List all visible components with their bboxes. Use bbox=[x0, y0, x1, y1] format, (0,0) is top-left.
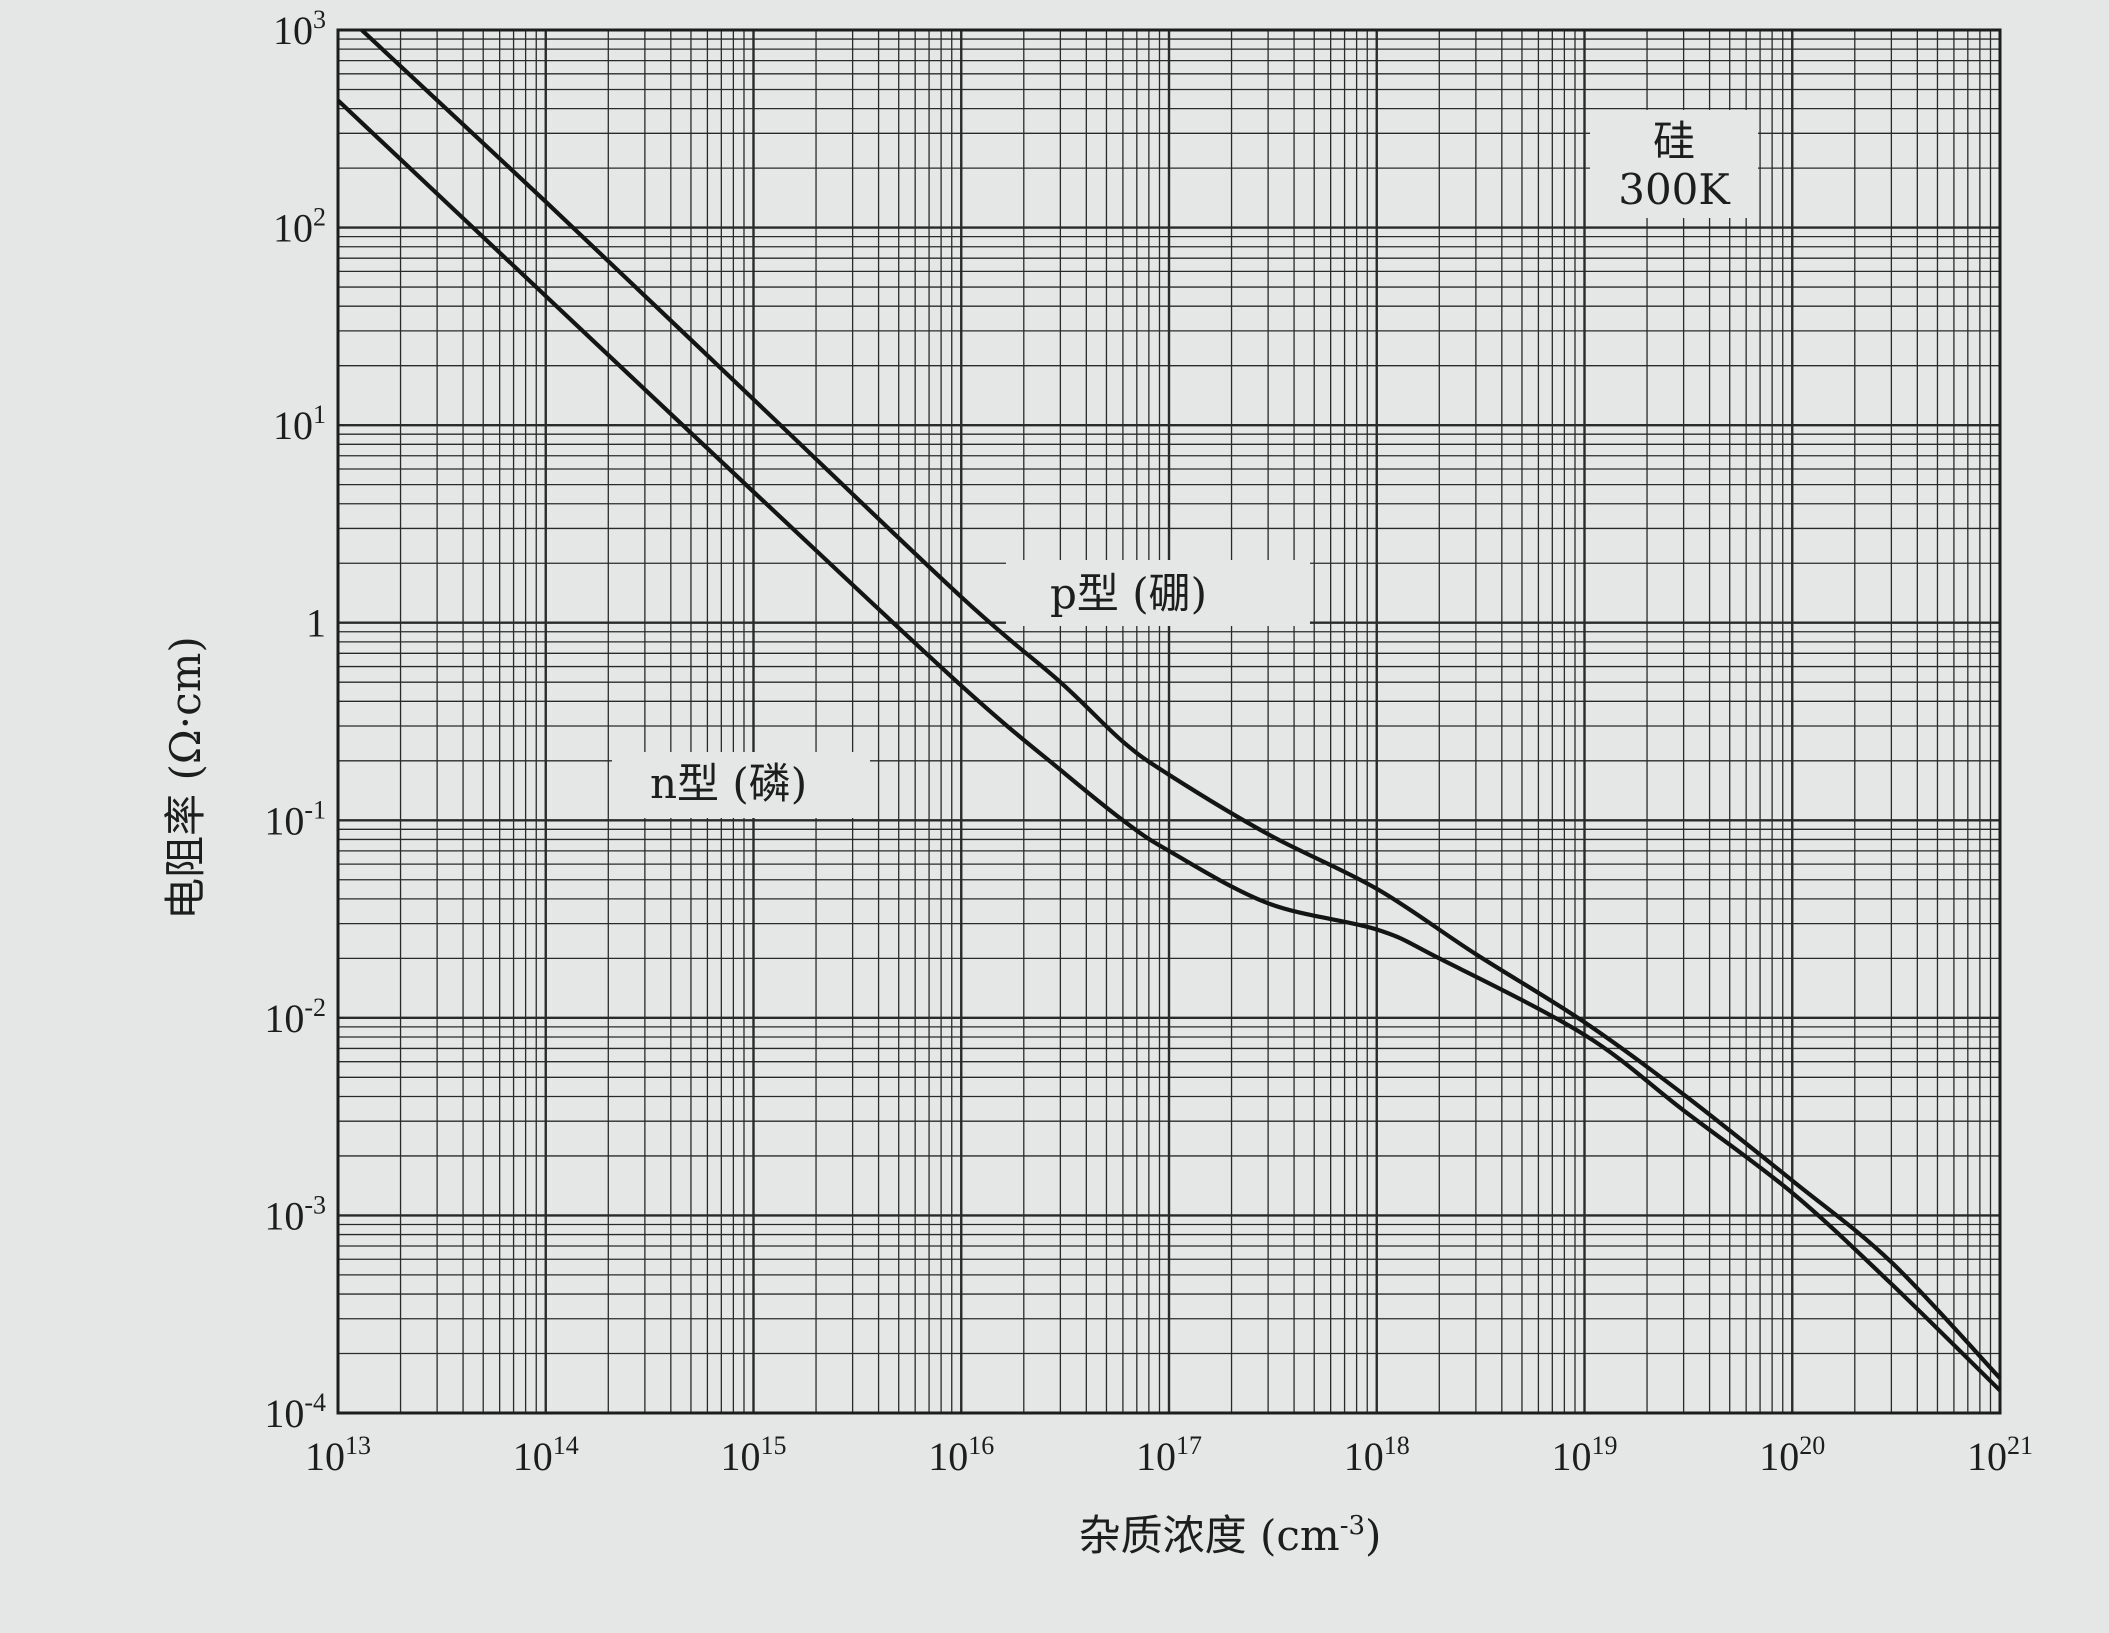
y-tick-base: 10 bbox=[273, 8, 313, 53]
x-tick-base: 10 bbox=[928, 1434, 968, 1479]
y-tick-label: 10-2 bbox=[264, 993, 326, 1041]
y-tick-exponent: -2 bbox=[304, 993, 326, 1022]
x-tick-exponent: 18 bbox=[1384, 1431, 1410, 1460]
x-tick-label: 1017 bbox=[1136, 1431, 1202, 1479]
annotation-material: 硅 bbox=[1653, 117, 1695, 166]
y-tick-label: 10-1 bbox=[264, 795, 326, 843]
series-label-p-background bbox=[1006, 560, 1310, 626]
series-curves bbox=[336, 28, 2002, 1392]
annotation-temperature: 300K bbox=[1618, 165, 1731, 214]
y-tick-exponent: 3 bbox=[313, 5, 326, 34]
y-tick-exponent: 1 bbox=[313, 400, 326, 429]
x-axis-label: 杂质浓度 (cm-3) bbox=[1079, 1511, 1382, 1560]
x-tick-base: 10 bbox=[1344, 1434, 1384, 1479]
y-tick-label: 1 bbox=[306, 601, 326, 646]
y-tick-exponent: 2 bbox=[313, 203, 326, 232]
x-tick-label: 1019 bbox=[1552, 1431, 1618, 1479]
y-tick-exponent: -3 bbox=[304, 1190, 326, 1219]
x-tick-base: 10 bbox=[1552, 1434, 1592, 1479]
x-tick-label: 1016 bbox=[928, 1431, 994, 1479]
x-axis-label-end: ) bbox=[1365, 1511, 1381, 1560]
x-tick-label: 1021 bbox=[1967, 1431, 2033, 1479]
x-tick-exponent: 19 bbox=[1592, 1431, 1618, 1460]
x-tick-label: 1018 bbox=[1344, 1431, 1410, 1479]
x-tick-exponent: 21 bbox=[2007, 1431, 2033, 1460]
y-tick-exponent: -1 bbox=[304, 795, 326, 824]
y-tick-exponent: -4 bbox=[304, 1388, 326, 1417]
grid-lines bbox=[336, 28, 2002, 1415]
y-tick-label: 101 bbox=[273, 400, 326, 448]
x-tick-label: 1020 bbox=[1759, 1431, 1825, 1479]
x-tick-base: 10 bbox=[721, 1434, 761, 1479]
y-tick-label: 103 bbox=[273, 5, 326, 53]
x-tick-exponent: 20 bbox=[1799, 1431, 1825, 1460]
x-tick-base: 10 bbox=[1967, 1434, 2007, 1479]
x-tick-labels: 1013 1014 1015 1016 1017 1018 1019 1020 1021 bbox=[305, 1431, 2033, 1479]
y-tick-base: 10 bbox=[264, 798, 304, 843]
x-tick-base: 10 bbox=[513, 1434, 553, 1479]
y-tick-label: 102 bbox=[273, 203, 326, 251]
series-line-n-type bbox=[336, 98, 2002, 1392]
y-tick-base: 10 bbox=[264, 996, 304, 1041]
x-tick-exponent: 14 bbox=[553, 1431, 579, 1460]
y-tick-label: 10-3 bbox=[264, 1190, 326, 1238]
series-label-n-text: n型 (磷) bbox=[650, 759, 807, 808]
y-tick-base: 10 bbox=[273, 403, 313, 448]
y-tick-base: 1 bbox=[306, 601, 326, 646]
y-tick-base: 10 bbox=[264, 1193, 304, 1238]
series-label-p: p型 (硼) bbox=[1006, 560, 1310, 626]
y-tick-base: 10 bbox=[264, 1391, 304, 1436]
x-tick-exponent: 13 bbox=[345, 1431, 371, 1460]
x-tick-label: 1015 bbox=[721, 1431, 787, 1479]
x-tick-label: 1014 bbox=[513, 1431, 579, 1479]
annotation-background bbox=[1590, 110, 1758, 218]
series-line-p-type bbox=[360, 28, 2002, 1380]
plot-frame bbox=[336, 28, 2002, 1415]
x-tick-label: 1013 bbox=[305, 1431, 371, 1479]
annotation-box: 硅 300K bbox=[1590, 110, 1758, 218]
x-tick-base: 10 bbox=[1136, 1434, 1176, 1479]
x-axis-label-sup: -3 bbox=[1340, 1511, 1365, 1541]
x-axis-label-main: 杂质浓度 (cm bbox=[1079, 1511, 1340, 1560]
x-tick-exponent: 17 bbox=[1176, 1431, 1202, 1460]
y-axis-label: 电阻率 (Ω·cm) bbox=[161, 636, 210, 920]
series-label-n-background bbox=[612, 752, 870, 818]
series-label-p-text: p型 (硼) bbox=[1050, 569, 1207, 618]
x-tick-exponent: 16 bbox=[968, 1431, 994, 1460]
x-tick-exponent: 15 bbox=[761, 1431, 787, 1460]
x-tick-base: 10 bbox=[1759, 1434, 1799, 1479]
x-tick-base: 10 bbox=[305, 1434, 345, 1479]
y-tick-base: 10 bbox=[273, 206, 313, 251]
series-label-n: n型 (磷) bbox=[612, 752, 870, 818]
y-tick-label: 10-4 bbox=[264, 1388, 326, 1436]
